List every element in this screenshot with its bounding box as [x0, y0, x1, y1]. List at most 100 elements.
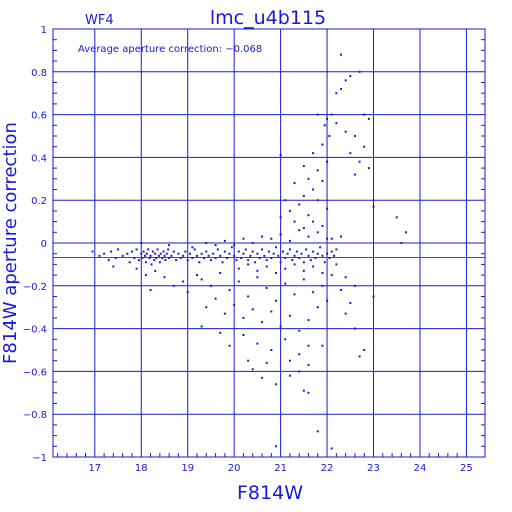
data-point: [284, 199, 287, 202]
data-point: [326, 207, 329, 210]
data-point: [168, 244, 171, 247]
data-point: [400, 242, 403, 244]
data-point: [312, 250, 315, 253]
x-tick-label: 23: [367, 463, 380, 474]
data-point: [405, 231, 408, 234]
data-point: [353, 327, 356, 330]
data-point: [372, 295, 375, 298]
y-tick-label: 0.4: [31, 153, 47, 164]
data-point: [316, 306, 319, 309]
data-point: [284, 338, 287, 341]
data-point: [263, 254, 266, 257]
data-point: [358, 70, 361, 73]
data-point: [274, 299, 277, 302]
data-point: [223, 239, 226, 242]
data-point: [288, 374, 291, 377]
data-point: [363, 145, 366, 148]
data-point: [307, 319, 310, 322]
plot-frame: [52, 28, 486, 458]
data-point: [209, 284, 212, 287]
data-point: [335, 248, 338, 251]
data-point: [316, 113, 319, 116]
data-point: [216, 248, 219, 251]
data-point: [196, 254, 198, 257]
y-tick-label: 0: [41, 239, 47, 250]
annotation-text: Average aperture correction: −0.068: [78, 44, 262, 55]
data-point: [367, 167, 370, 170]
data-point: [372, 205, 375, 208]
data-point: [256, 342, 259, 345]
data-point: [179, 256, 182, 259]
data-point: [321, 179, 324, 182]
data-point: [200, 252, 203, 255]
x-tick-label: 19: [181, 463, 194, 474]
data-point: [214, 297, 217, 300]
data-point: [147, 248, 150, 251]
data-point: [198, 261, 201, 264]
y-tick-label: 1: [41, 25, 47, 36]
x-tick-label: 21: [274, 463, 287, 474]
data-point: [321, 143, 324, 146]
data-point: [162, 250, 165, 253]
grid: [53, 28, 485, 458]
data-point: [175, 259, 178, 262]
data-point: [288, 209, 291, 212]
y-tick-label: 0.2: [31, 196, 47, 207]
data-point: [135, 248, 138, 251]
data-point: [286, 252, 289, 255]
data-point: [164, 259, 167, 262]
data-point: [316, 252, 319, 255]
data-point: [149, 254, 152, 257]
data-point: [114, 256, 117, 259]
data-point: [200, 325, 203, 328]
x-tick-label: 22: [321, 463, 334, 474]
data-point: [330, 237, 333, 240]
data-point: [149, 289, 152, 292]
data-point: [130, 250, 133, 253]
data-point: [344, 79, 347, 82]
data-point: [237, 250, 240, 253]
data-point: [156, 248, 159, 251]
data-point: [242, 334, 245, 337]
data-point: [209, 259, 212, 262]
data-point: [281, 250, 284, 253]
data-point: [321, 254, 324, 257]
x-tick-labels: 17 18 19 20 21 22 23 24 25: [88, 463, 472, 474]
y-tick-label: 0.6: [31, 111, 47, 122]
x-tick-label: 24: [414, 463, 427, 474]
data-point: [242, 316, 245, 319]
data-point: [302, 194, 305, 197]
data-point: [335, 92, 338, 95]
data-point: [293, 263, 296, 266]
data-point: [312, 291, 315, 294]
data-point: [274, 383, 277, 386]
data-point: [335, 122, 338, 125]
data-point: [261, 248, 264, 251]
x-tick-label: 18: [135, 463, 148, 474]
data-point: [270, 310, 273, 313]
data-point: [298, 329, 301, 332]
data-point: [279, 216, 282, 219]
data-point: [270, 349, 273, 351]
data-point: [240, 256, 243, 259]
data-point: [358, 355, 361, 358]
data-point: [328, 135, 331, 137]
data-point: [265, 286, 268, 289]
data-point: [307, 214, 310, 217]
data-point: [170, 254, 173, 257]
data-point: [207, 254, 210, 257]
data-point: [228, 289, 231, 292]
data-point: [326, 160, 329, 163]
data-point: [154, 269, 157, 272]
data-point: [307, 254, 310, 257]
data-point: [323, 124, 326, 127]
data-point: [91, 250, 94, 253]
data-point: [150, 263, 153, 266]
data-point: [344, 276, 347, 279]
data-point: [158, 261, 161, 264]
data-point: [184, 250, 187, 253]
data-point: [312, 152, 315, 155]
data-point: [142, 250, 145, 253]
data-point: [279, 233, 282, 236]
